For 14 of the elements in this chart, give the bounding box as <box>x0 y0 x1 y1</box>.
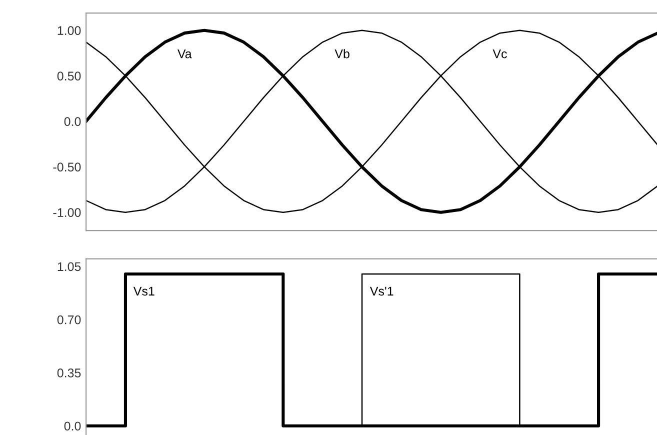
y-tick-label: 0.50 <box>57 72 81 80</box>
series-label: Vc <box>492 50 507 58</box>
series-label: Va <box>177 50 192 58</box>
y-tick-label: -0.50 <box>53 162 81 172</box>
y-tick-label: -1.00 <box>53 208 81 217</box>
y-tick-label: 0.0 <box>64 422 81 431</box>
y-tick-label: 0.0 <box>64 117 81 126</box>
y-tick-label: 0.35 <box>57 368 81 378</box>
series-label: Vs'1 <box>370 286 394 296</box>
y-tick-label: 1.00 <box>58 26 81 35</box>
y-tick-label: 0.70 <box>57 315 81 324</box>
y-tick-label: 1.05 <box>58 262 81 272</box>
series-label: Vb <box>334 49 350 58</box>
series-label: Vs1 <box>133 286 154 296</box>
